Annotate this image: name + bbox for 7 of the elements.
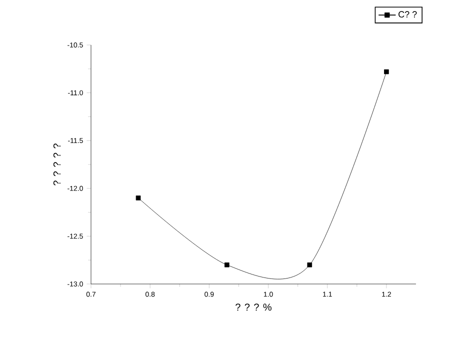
point bbox=[136, 196, 141, 200]
legend-label: C? ? bbox=[398, 11, 417, 18]
y-axis-title: ? ? ? ? ? bbox=[53, 144, 60, 186]
point bbox=[384, 69, 389, 74]
point bbox=[307, 262, 312, 268]
x-axis-title: ? ? ? % bbox=[236, 304, 272, 311]
point bbox=[224, 262, 230, 268]
